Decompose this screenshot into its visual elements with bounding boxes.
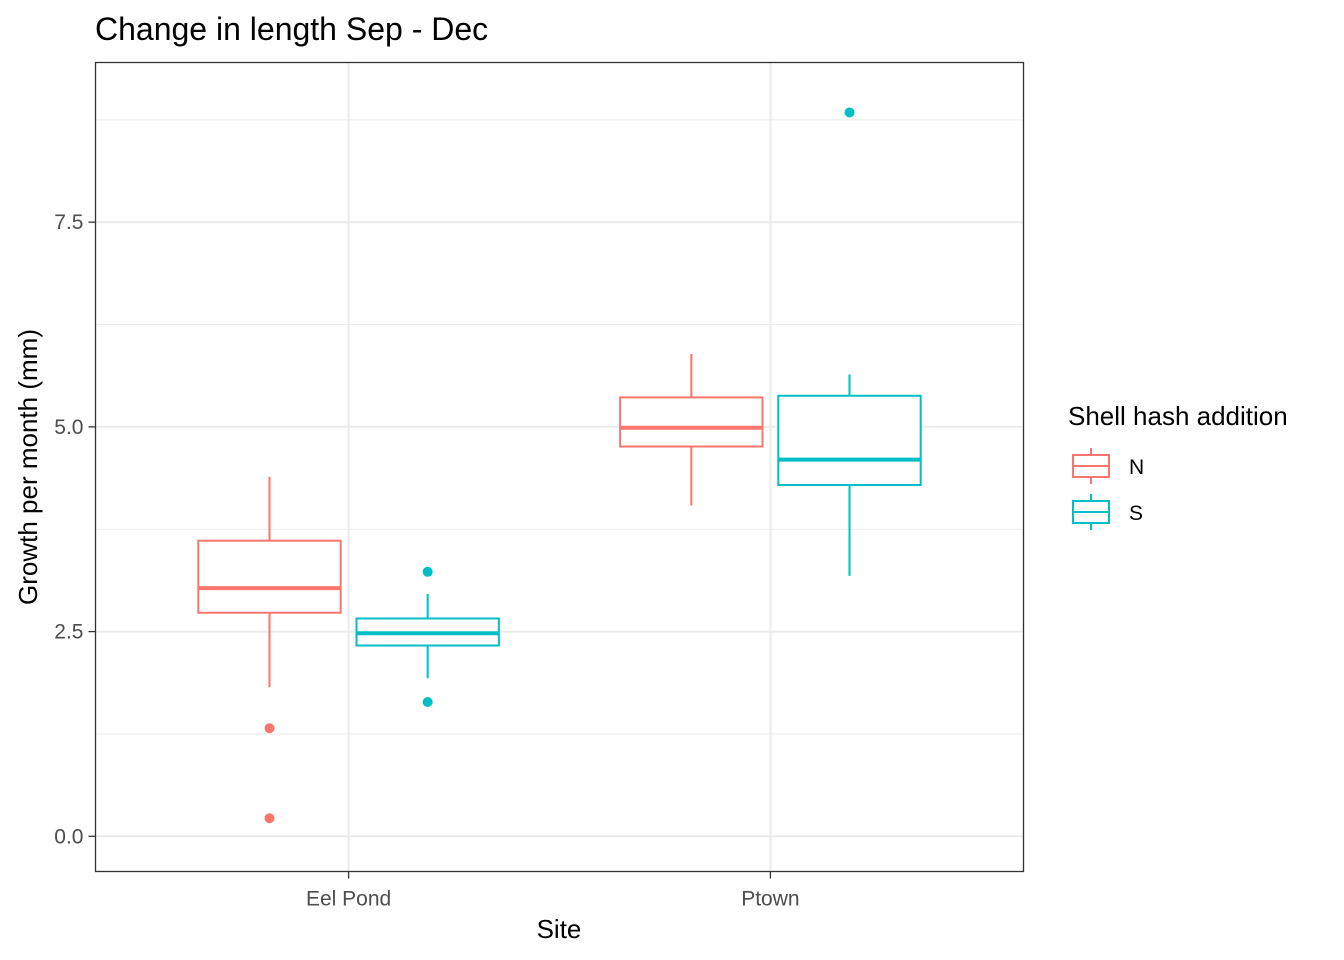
y-axis-title: Growth per month (mm): [13, 329, 43, 605]
y-tick-label: 7.5: [54, 211, 83, 234]
outlier-point: [264, 723, 275, 734]
y-tick-label: 2.5: [54, 621, 83, 644]
chart-title: Change in length Sep - Dec: [95, 11, 488, 47]
box-iqr: [777, 394, 922, 487]
plot-marks: [197, 107, 922, 824]
x-tick-label: Eel Pond: [306, 888, 391, 911]
outlier-point: [844, 107, 855, 118]
y-tick-label: 5.0: [54, 416, 83, 439]
outlier-point: [264, 813, 275, 824]
legend-label: S: [1129, 502, 1143, 525]
legend: Shell hash addition NS: [1068, 401, 1288, 530]
outlier-point: [422, 697, 433, 708]
panel-border: [94, 61, 1025, 873]
box-iqr: [619, 396, 764, 448]
x-axis: Eel Pond Ptown: [306, 871, 800, 911]
outlier-point: [422, 566, 433, 577]
x-axis-title: Site: [537, 914, 582, 944]
y-tick-label: 0.0: [54, 825, 83, 848]
box-iqr: [197, 539, 342, 614]
y-axis: 0.0 2.5 5.0 7.5: [54, 211, 96, 848]
legend-label: N: [1129, 456, 1144, 479]
x-tick-label: Ptown: [741, 888, 799, 911]
legend-title: Shell hash addition: [1068, 401, 1288, 431]
